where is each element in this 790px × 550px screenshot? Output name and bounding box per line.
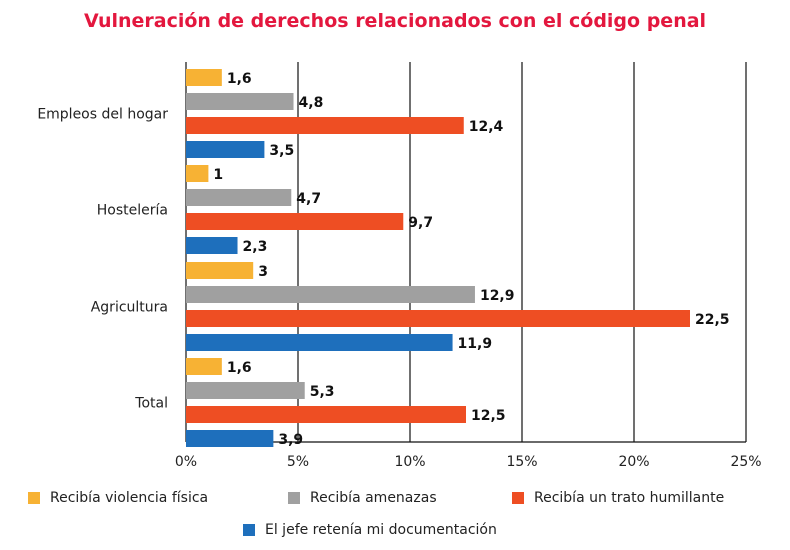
data-label: 2,3 [243,239,268,255]
legend-item-humillante: Recibía un trato humillante [512,490,724,506]
data-label: 22,5 [695,312,730,328]
bar [186,141,265,158]
data-label: 12,5 [471,408,506,424]
bar [186,69,222,86]
x-tick-label: 5% [287,454,309,470]
legend-swatch-amenazas [288,492,300,504]
data-label: 1 [213,167,223,183]
data-label: 12,9 [480,288,515,304]
legend-item-amenazas: Recibía amenazas [288,490,437,506]
y-category-label: Total [134,396,168,412]
data-label: 3,9 [278,432,303,448]
x-tick-label: 15% [506,454,537,470]
data-label: 9,7 [408,215,433,231]
bar [186,117,464,134]
data-label: 3 [258,264,268,280]
bar [186,165,209,182]
legend-label-amenazas: Recibía amenazas [310,490,437,506]
y-category-label: Hostelería [97,203,168,219]
legend-swatch-documentacion [243,524,255,536]
y-category-label: Agricultura [91,300,168,316]
bar [186,262,254,279]
bar [186,382,305,399]
x-tick-label: 10% [394,454,425,470]
legend-swatch-violencia [28,492,40,504]
data-label: 1,6 [227,360,252,376]
data-label: 5,3 [310,384,335,400]
data-label: 11,9 [458,336,493,352]
data-label: 4,7 [296,191,321,207]
bar [186,237,238,254]
bar [186,286,475,303]
legend-item-violencia: Recibía violencia física [28,490,208,506]
data-label: 3,5 [269,143,294,159]
bar [186,358,222,375]
legend-label-humillante: Recibía un trato humillante [534,490,725,506]
legend-item-documentacion: El jefe retenía mi documentación [243,522,497,538]
x-tick-label: 0% [175,454,197,470]
legend-label-documentacion: El jefe retenía mi documentación [265,522,497,538]
data-label: 4,8 [299,95,324,111]
legend-label-violencia: Recibía violencia física [50,490,209,506]
bar [186,334,453,351]
bar [186,189,292,206]
x-tick-label: 25% [730,454,761,470]
data-label: 1,6 [227,71,252,87]
y-category-label: Empleos del hogar [37,107,168,123]
x-tick-label: 20% [618,454,649,470]
bar [186,430,274,447]
legend-swatch-humillante [512,492,524,504]
bar [186,310,690,327]
bar [186,93,294,110]
bar [186,406,466,423]
bar [186,213,404,230]
chart-title: Vulneración de derechos relacionados con… [83,10,707,32]
data-label: 12,4 [469,119,504,135]
